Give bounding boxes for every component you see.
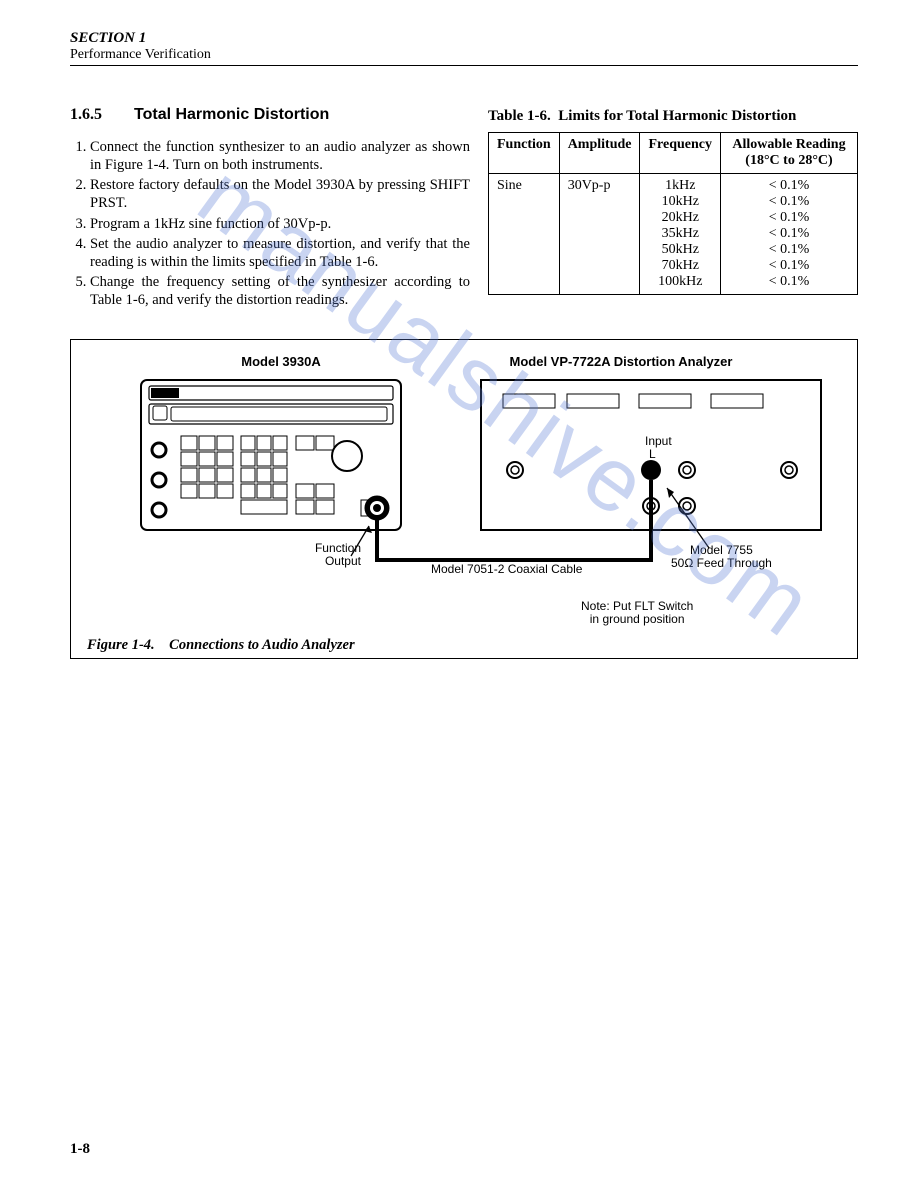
th-reading: Allowable Reading (18°C to 28°C) — [721, 133, 858, 174]
step-1: Connect the function synthesizer to an a… — [90, 138, 470, 174]
section-label: SECTION 1 — [70, 30, 858, 47]
step-3: Program a 1kHz sine function of 30Vp-p. — [90, 215, 470, 233]
figure-caption: Figure 1-4. Connections to Audio Analyze… — [87, 637, 355, 654]
section-title: Total Harmonic Distortion — [134, 106, 329, 123]
th-function: Function — [489, 133, 560, 174]
page-header: SECTION 1 Performance Verification — [70, 30, 858, 66]
right-device-label: Model VP-7722A Distortion Analyzer — [471, 354, 771, 369]
input-sub: L — [649, 447, 656, 461]
td-function: Sine — [489, 174, 560, 295]
td-readings: < 0.1% < 0.1% < 0.1% < 0.1% < 0.1% < 0.1… — [721, 174, 858, 295]
th-amplitude: Amplitude — [559, 133, 640, 174]
input-label: Input — [645, 434, 672, 448]
table-caption: Table 1-6. Limits for Total Harmonic Dis… — [488, 106, 858, 126]
function-output-label: Function Output — [301, 542, 361, 568]
step-2: Restore factory defaults on the Model 39… — [90, 176, 470, 212]
section-number: 1.6.5 — [70, 106, 102, 123]
td-frequencies: 1kHz 10kHz 20kHz 35kHz 50kHz 70kHz 100kH… — [640, 174, 721, 295]
th-frequency: Frequency — [640, 133, 721, 174]
procedure-steps: Connect the function synthesizer to an a… — [70, 138, 470, 309]
figure-1-4: Model 3930A Model VP-7722A Distortion An… — [70, 339, 858, 659]
left-device-label: Model 3930A — [171, 354, 391, 369]
feedthrough-label: Model 7755 50Ω Feed Through — [671, 544, 772, 570]
figure-diagram: Input L — [91, 370, 831, 630]
limits-table: Function Amplitude Frequency Allowable R… — [488, 132, 858, 295]
table-column: Table 1-6. Limits for Total Harmonic Dis… — [488, 106, 858, 311]
step-4: Set the audio analyzer to measure distor… — [90, 235, 470, 271]
cable-label: Model 7051-2 Coaxial Cable — [431, 562, 582, 576]
step-5: Change the frequency setting of the synt… — [90, 273, 470, 309]
procedure-column: 1.6.5 Total Harmonic Distortion Connect … — [70, 106, 470, 311]
figure-note: Note: Put FLT Switch in ground position — [581, 600, 693, 626]
section-subtitle: Performance Verification — [70, 47, 858, 66]
page-number: 1-8 — [70, 1141, 90, 1158]
td-amplitude: 30Vp-p — [559, 174, 640, 295]
